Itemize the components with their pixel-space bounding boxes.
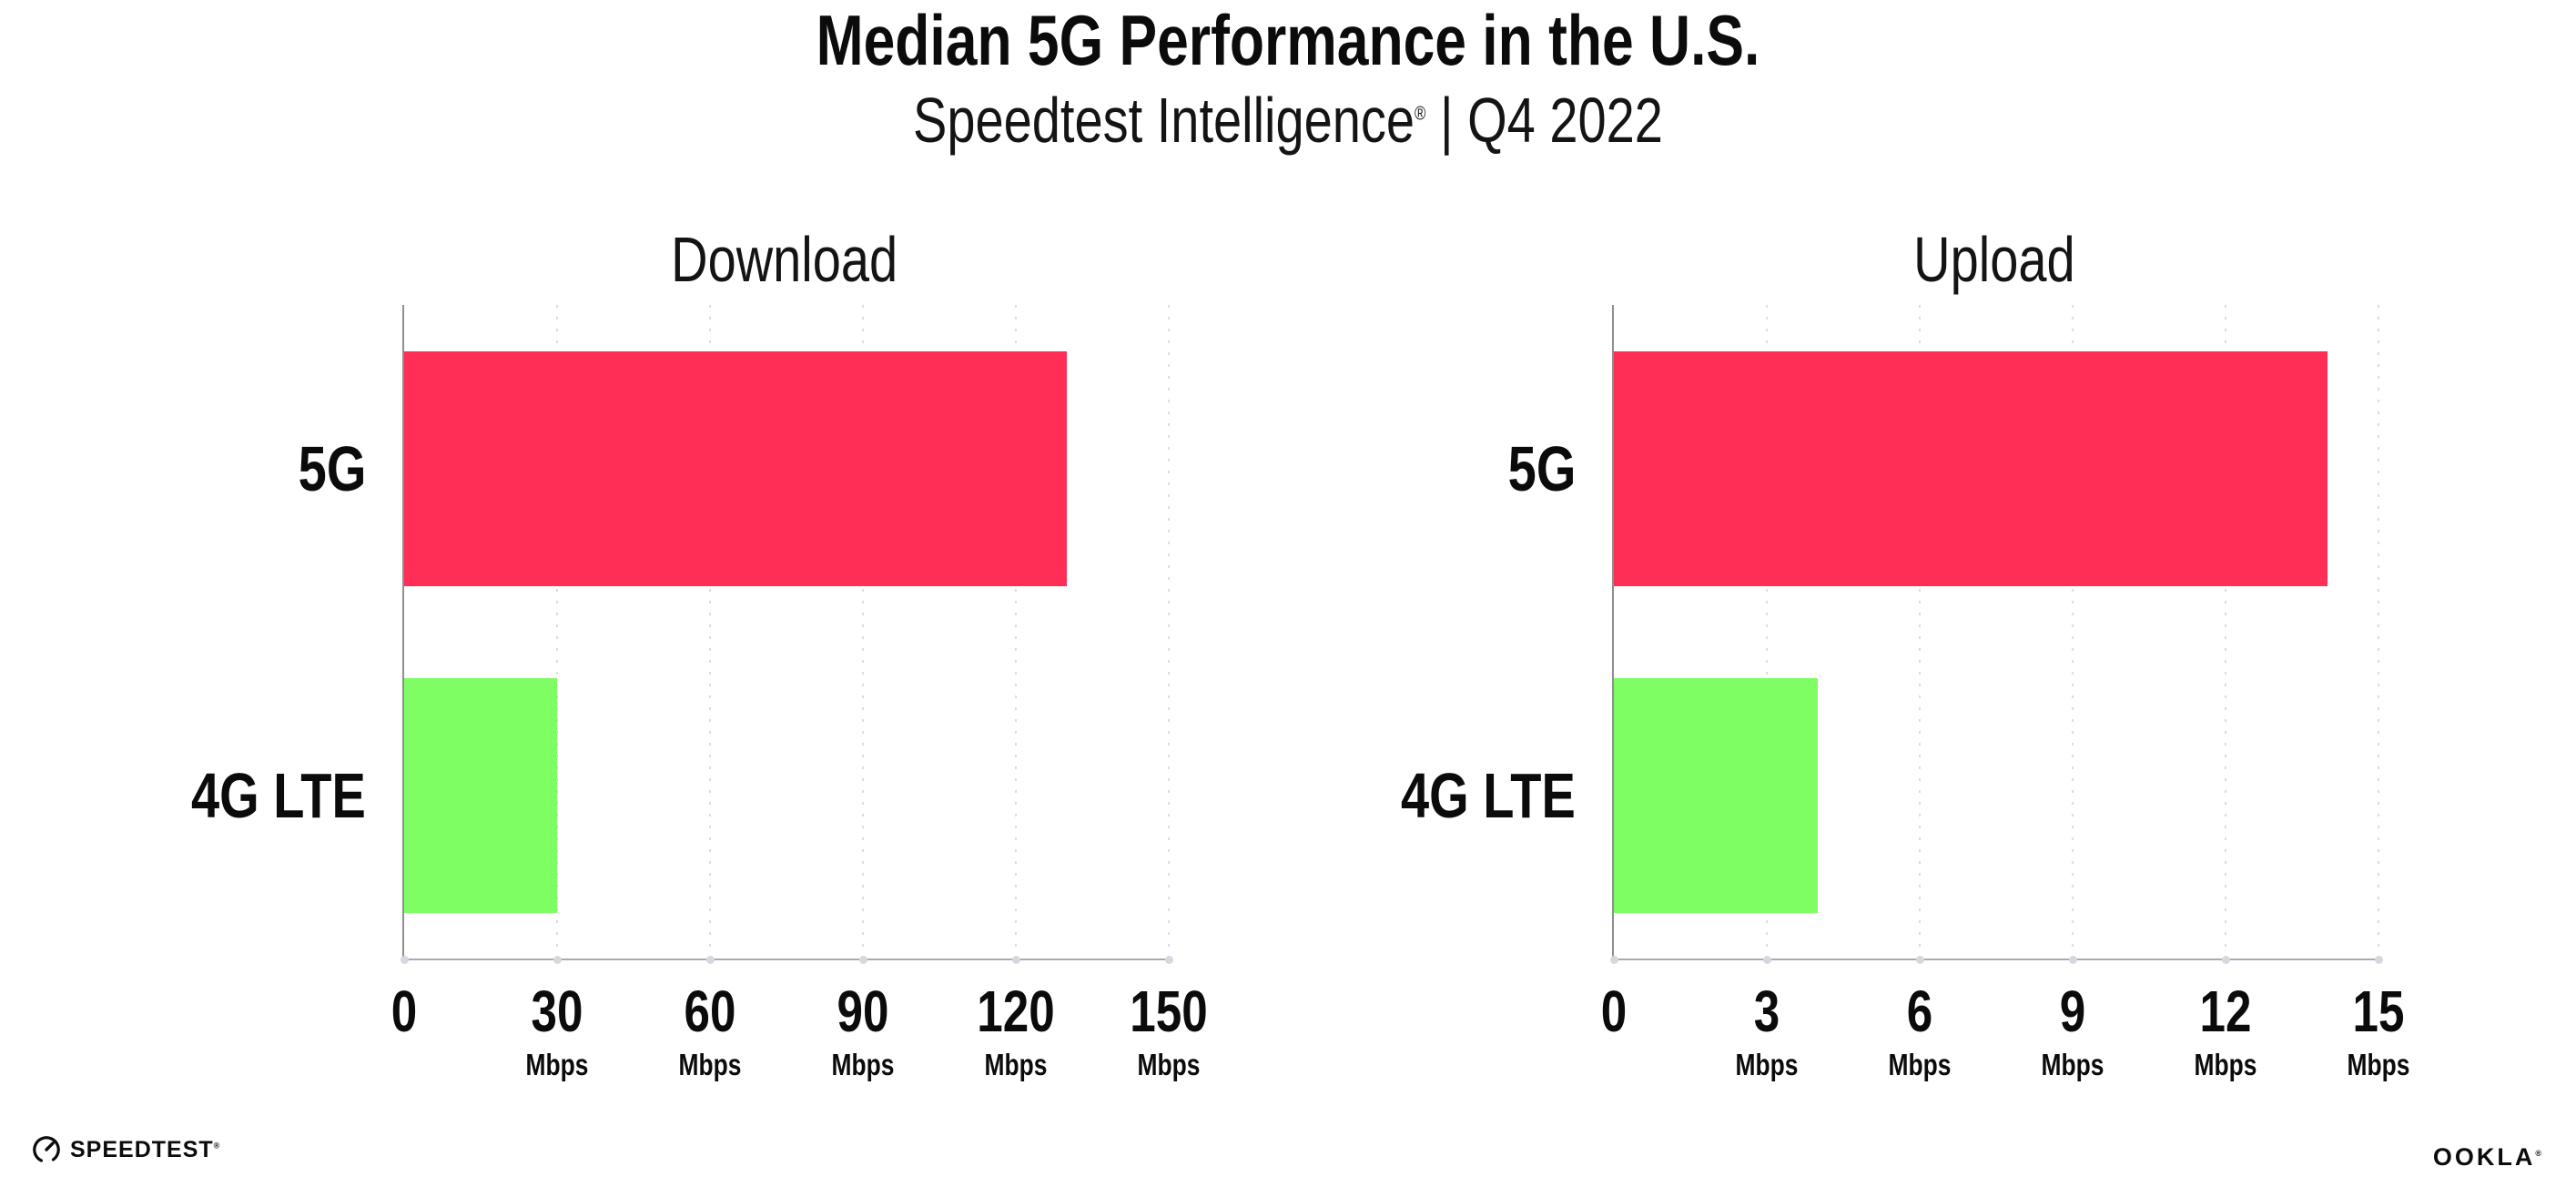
unit-text: Mbps [831, 1048, 895, 1081]
bar-4g-lte [404, 677, 557, 913]
x-tick-value: 90 [837, 979, 889, 1044]
page-title-text: Median 5G Performance in the U.S. [816, 0, 1760, 80]
subtitle-brand: Speedtest Intelligence [913, 85, 1415, 156]
x-tick-value: 9 [2059, 979, 2086, 1044]
gridline [2072, 305, 2074, 959]
upload-plot-area: 0 3 Mbps 6 Mbps 9 Mbps 12 Mbps 15 Mbps 5G 4G LTE [1401, 305, 2409, 1080]
bar-5g [1614, 350, 2328, 586]
axis-tick-dot [1609, 955, 1618, 964]
gridline [2378, 305, 2379, 959]
gridline [862, 305, 864, 959]
ookla-logo: OOKLA® [2433, 1143, 2541, 1172]
x-tick-value: 0 [1600, 979, 1628, 1044]
gridline [709, 305, 711, 959]
unit-text: Mbps [1137, 1048, 1201, 1081]
page-subtitle: Speedtest Intelligence® | Q4 2022 [0, 85, 2576, 156]
x-tick-value: 3 [1753, 979, 1780, 1044]
gridline [1919, 305, 1921, 959]
ookla-wordmark: OOKLA [2432, 1143, 2536, 1171]
axis-tick-dot [705, 955, 715, 964]
unit-text: Mbps [525, 1048, 589, 1081]
axis-tick-dot [553, 955, 562, 964]
speedtest-wordmark: SPEEDTEST® [70, 1136, 221, 1162]
category-label-4g-lte: 4G LTE [0, 755, 366, 837]
unit-text: Mbps [2041, 1048, 2104, 1081]
speedtest-reg-icon: ® [213, 1141, 221, 1151]
unit-text: Mbps [984, 1048, 1048, 1081]
category-label-5g: 5G [0, 428, 366, 510]
x-tick-value: 6 [1906, 979, 1933, 1044]
axis-tick-dot [2221, 955, 2230, 964]
ookla-reg-icon: ® [2535, 1149, 2541, 1158]
subtitle-period: | Q4 2022 [1425, 85, 1663, 156]
speedtest-logo: SPEEDTEST® [31, 1134, 220, 1165]
axis-tick-dot [400, 955, 409, 964]
unit-text: Mbps [1888, 1048, 1952, 1081]
axis-tick-dot [1011, 955, 1020, 964]
gridline [2225, 305, 2226, 959]
gridline [556, 305, 558, 959]
unit-text: Mbps [2194, 1048, 2257, 1081]
axis-tick-dot [858, 955, 867, 964]
x-tick-value: 60 [684, 979, 736, 1044]
axis-tick-dot [2068, 955, 2077, 964]
x-tick-value: 12 [2199, 979, 2252, 1044]
x-tick-value: 150 [1130, 979, 1208, 1044]
gridline [1168, 305, 1170, 959]
category-label-4g-lte: 4G LTE [1193, 755, 1576, 837]
registered-trademark-icon: ® [1415, 103, 1426, 125]
x-tick-value: 120 [977, 979, 1055, 1044]
category-text: 5G [298, 432, 366, 504]
speedometer-gauge-icon [33, 1136, 60, 1163]
unit-text: Mbps [678, 1048, 742, 1081]
download-chart-title: Download [671, 224, 898, 295]
category-text: 4G LTE [1401, 759, 1576, 831]
download-plot-area: 0 30 Mbps 60 Mbps 90 Mbps 120 Mbps 150 Mbps 5G 4G LT… [191, 305, 1208, 1080]
category-label-5g: 5G [1193, 428, 1576, 510]
category-text: 4G LTE [191, 759, 366, 831]
axis-tick-dot [1164, 955, 1173, 964]
gridline [1015, 305, 1017, 959]
bar-5g [404, 350, 1067, 586]
gridline [1766, 305, 1768, 959]
page-title: Median 5G Performance in the U.S. [0, 0, 2576, 80]
axis-tick-dot [1762, 955, 1771, 964]
axis-tick-dot [2374, 955, 2383, 964]
category-text: 5G [1507, 432, 1576, 504]
unit-text: Mbps [1735, 1048, 1799, 1081]
axis-tick-dot [1915, 955, 1924, 964]
x-tick-value: 30 [531, 979, 583, 1044]
unit-text: Mbps [2347, 1048, 2410, 1081]
upload-chart-title: Upload [1913, 224, 2075, 295]
x-tick-value: 0 [390, 979, 418, 1044]
page-subtitle-text: Speedtest Intelligence® | Q4 2022 [913, 85, 1663, 156]
bar-4g-lte [1614, 677, 1818, 913]
x-tick-value: 15 [2352, 979, 2405, 1044]
